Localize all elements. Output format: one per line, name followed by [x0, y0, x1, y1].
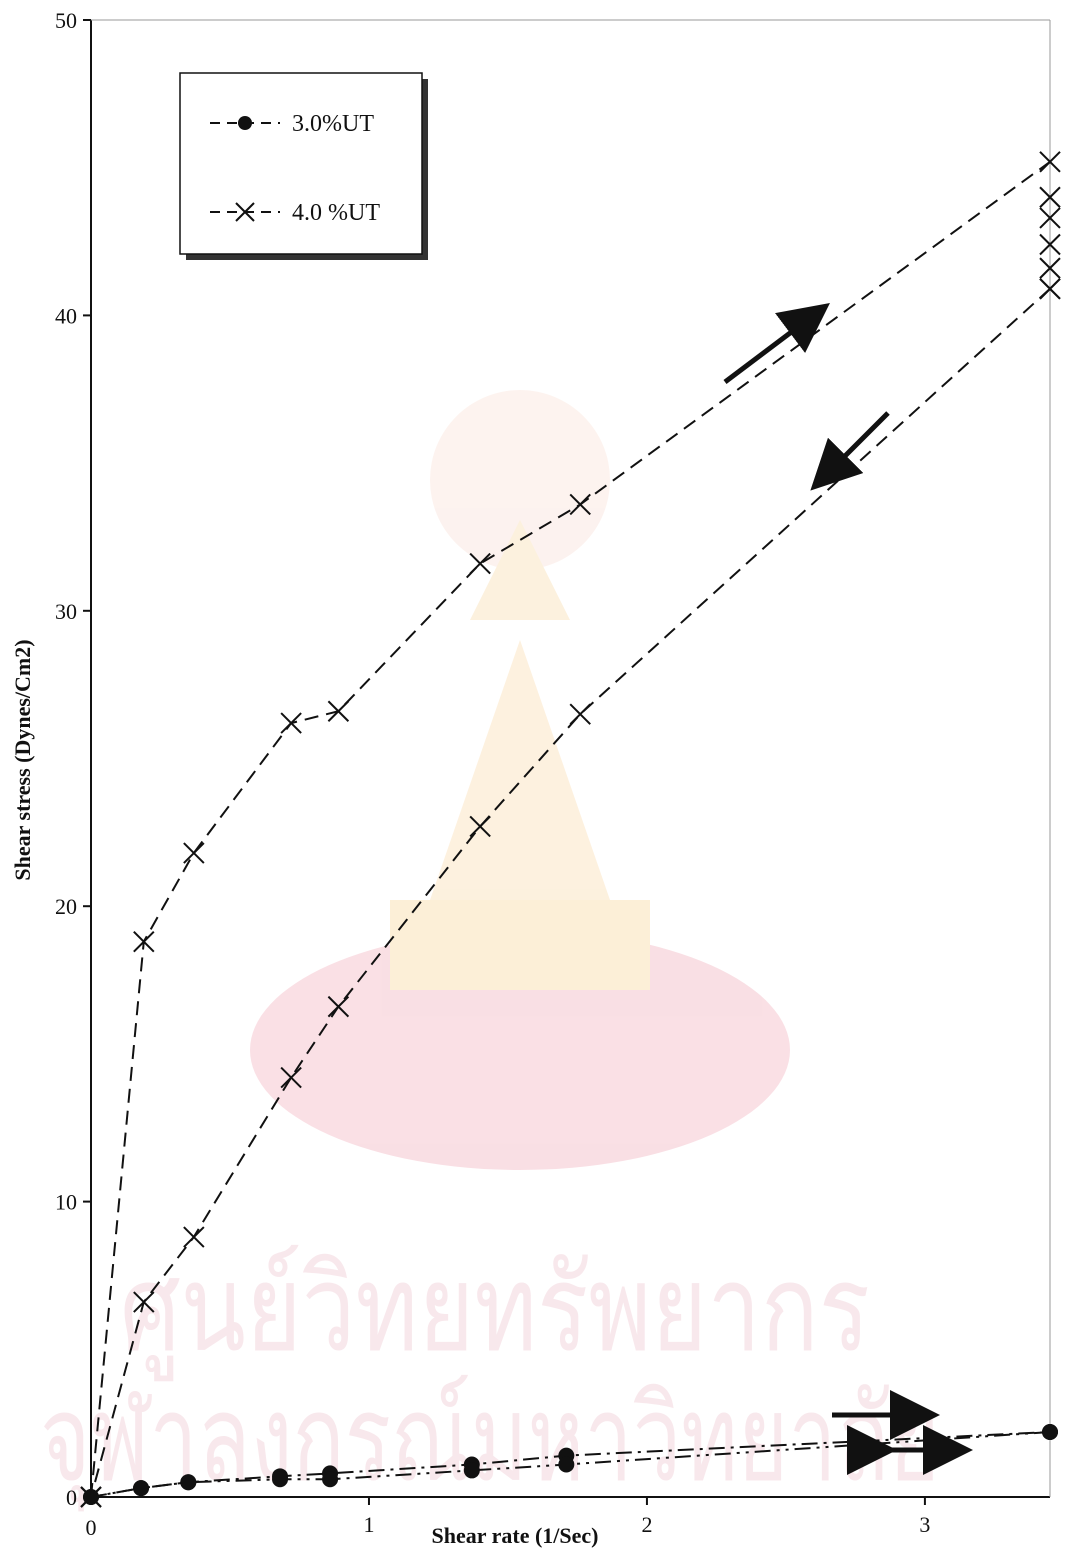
- y-tick-label: 10: [55, 1190, 77, 1215]
- y-tick-label: 0: [66, 1485, 77, 1510]
- series-1-down-point: [469, 815, 491, 838]
- series-1-down-point: [133, 1291, 155, 1313]
- series-1-down-point: [569, 703, 591, 725]
- watermark-line1: ศูนย์วิทยทรัพยากร: [120, 1240, 870, 1381]
- y-tick-label: 30: [55, 599, 77, 624]
- watermark-line2: จุฬาลงกรณ์มหาวิทยาลัย: [40, 1370, 940, 1512]
- y-tick-label: 50: [55, 8, 77, 33]
- legend-item-4pct: 4.0 %UT: [210, 200, 380, 226]
- x-tick-label: 3: [919, 1512, 930, 1537]
- plot-frame: [90, 19, 1051, 1498]
- series-1-up-point: [183, 842, 205, 864]
- series-1-down-point: [327, 995, 350, 1018]
- legend-marker-circle: [238, 116, 252, 130]
- x-tick-label: 1: [363, 1512, 374, 1537]
- series-0-down-point: [558, 1456, 575, 1473]
- y-tick-label: 20: [55, 894, 77, 919]
- series-1-stack-point: [1039, 257, 1061, 279]
- legend-marker-x: [235, 202, 255, 222]
- series-0-down-point: [272, 1471, 289, 1488]
- legend-item-3pct: 3.0%UT: [210, 111, 374, 137]
- legend: 3.0%UT 4.0 %UT: [179, 72, 428, 260]
- series-layer: [80, 151, 1061, 1508]
- series-1-down-line: [90, 288, 1051, 1498]
- series-0-down-point: [133, 1480, 150, 1497]
- legend-label-4pct: 4.0 %UT: [292, 200, 380, 226]
- x-axis-title: Shear rate (1/Sec): [432, 1523, 599, 1548]
- direction-arrows: [723, 302, 973, 1475]
- series-1-down-point: [280, 1066, 302, 1089]
- y-tick-label: 40: [55, 303, 77, 328]
- series-1-up-point: [569, 493, 591, 516]
- arrow-down-left: [810, 411, 890, 491]
- x-tick-label: 2: [641, 1512, 652, 1537]
- series-0-down-point: [1042, 1424, 1058, 1441]
- legend-label-3pct: 3.0%UT: [292, 111, 374, 137]
- series-1-stack-point: [1039, 233, 1061, 256]
- series-1-stack-point: [1039, 207, 1061, 229]
- series-1-down-point: [80, 1486, 102, 1508]
- series-1-up-point: [280, 712, 302, 734]
- series-0-down-point: [463, 1462, 480, 1479]
- series-1-up-line: [90, 160, 1051, 1498]
- y-axis-title: Shear stress (Dynes/Cm2): [10, 639, 35, 880]
- series-1-stack-point: [1039, 186, 1061, 208]
- arrow-up-right: [723, 302, 830, 384]
- series-0-down-point: [180, 1474, 197, 1491]
- series-1-up-point: [469, 552, 491, 575]
- series-1-stack-point: [1039, 278, 1061, 300]
- axis-ticks: 0 10 20 30 40 50 0 1 2 3: [55, 8, 930, 1540]
- series-1-up-point: [327, 700, 350, 722]
- series-1-down-point: [183, 1226, 205, 1248]
- series-1-up-point: [133, 930, 155, 953]
- series-1-up-point: [1039, 151, 1061, 173]
- series-0-down-point: [322, 1471, 339, 1488]
- watermark-emblem: ศูนย์วิทยทรัพยากร จุฬาลงกรณ์มหาวิทยาลัย: [40, 390, 940, 1512]
- x-tick-label: 0: [86, 1515, 97, 1540]
